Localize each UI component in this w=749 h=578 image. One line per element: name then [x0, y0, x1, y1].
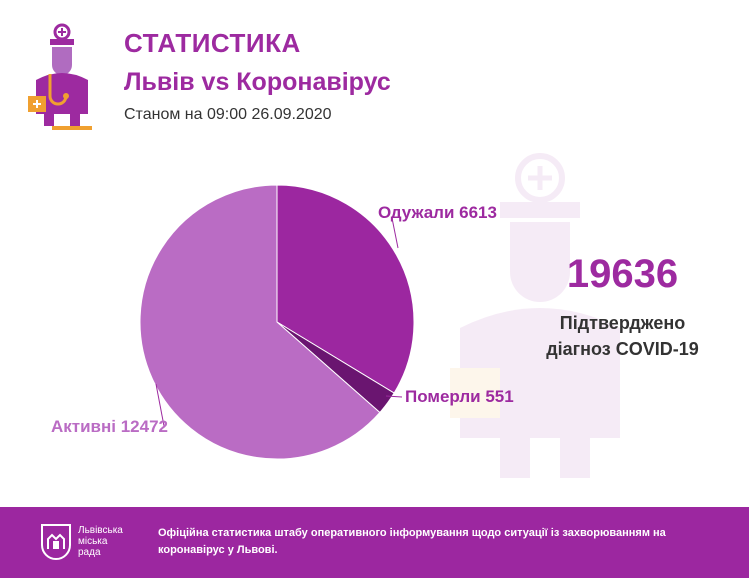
page-subtitle: Львів vs Коронавірус [124, 68, 391, 96]
as-of-date: Станом на 09:00 26.09.2020 [124, 106, 332, 123]
confirmed-caption-line1: Підтверджено [559, 313, 686, 333]
city-council-name-line1: Львівська [78, 525, 123, 536]
total-confirmed-number: 19636 [566, 252, 679, 296]
pie-leader-recovered [391, 217, 399, 249]
pie-label-deaths: Померли 551 [405, 387, 514, 406]
pie-slice-active [139, 184, 381, 460]
city-council-name-line3: рада [78, 547, 101, 558]
confirmed-caption-line2: діагноз COVID-19 [546, 339, 699, 359]
confirmed-caption: Підтверджено діагноз COVID-19 [500, 310, 745, 362]
doctor-watermark-icon [450, 153, 620, 478]
city-council-name-line2: міська [78, 536, 108, 547]
pie-chart: Одужали 6613 Померли 551 Активні 12472 [51, 184, 514, 460]
page-title: СТАТИСТИКА [124, 28, 301, 58]
city-council-logo-icon [41, 524, 71, 560]
pie-label-recovered: Одужали 6613 [378, 203, 497, 222]
pie-leader-active [155, 383, 165, 427]
pie-leader-deaths [385, 395, 403, 398]
footer-description: Офіційна статистика штабу оперативного і… [158, 527, 666, 556]
pie-slice-recovered [276, 184, 415, 394]
pie-label-active: Активні 12472 [51, 417, 168, 436]
doctor-logo-icon [28, 23, 92, 130]
footer-banner: Львівська міська рада Офіційна статистик… [0, 507, 749, 578]
city-council-name: Львівська міська рада [78, 525, 138, 558]
